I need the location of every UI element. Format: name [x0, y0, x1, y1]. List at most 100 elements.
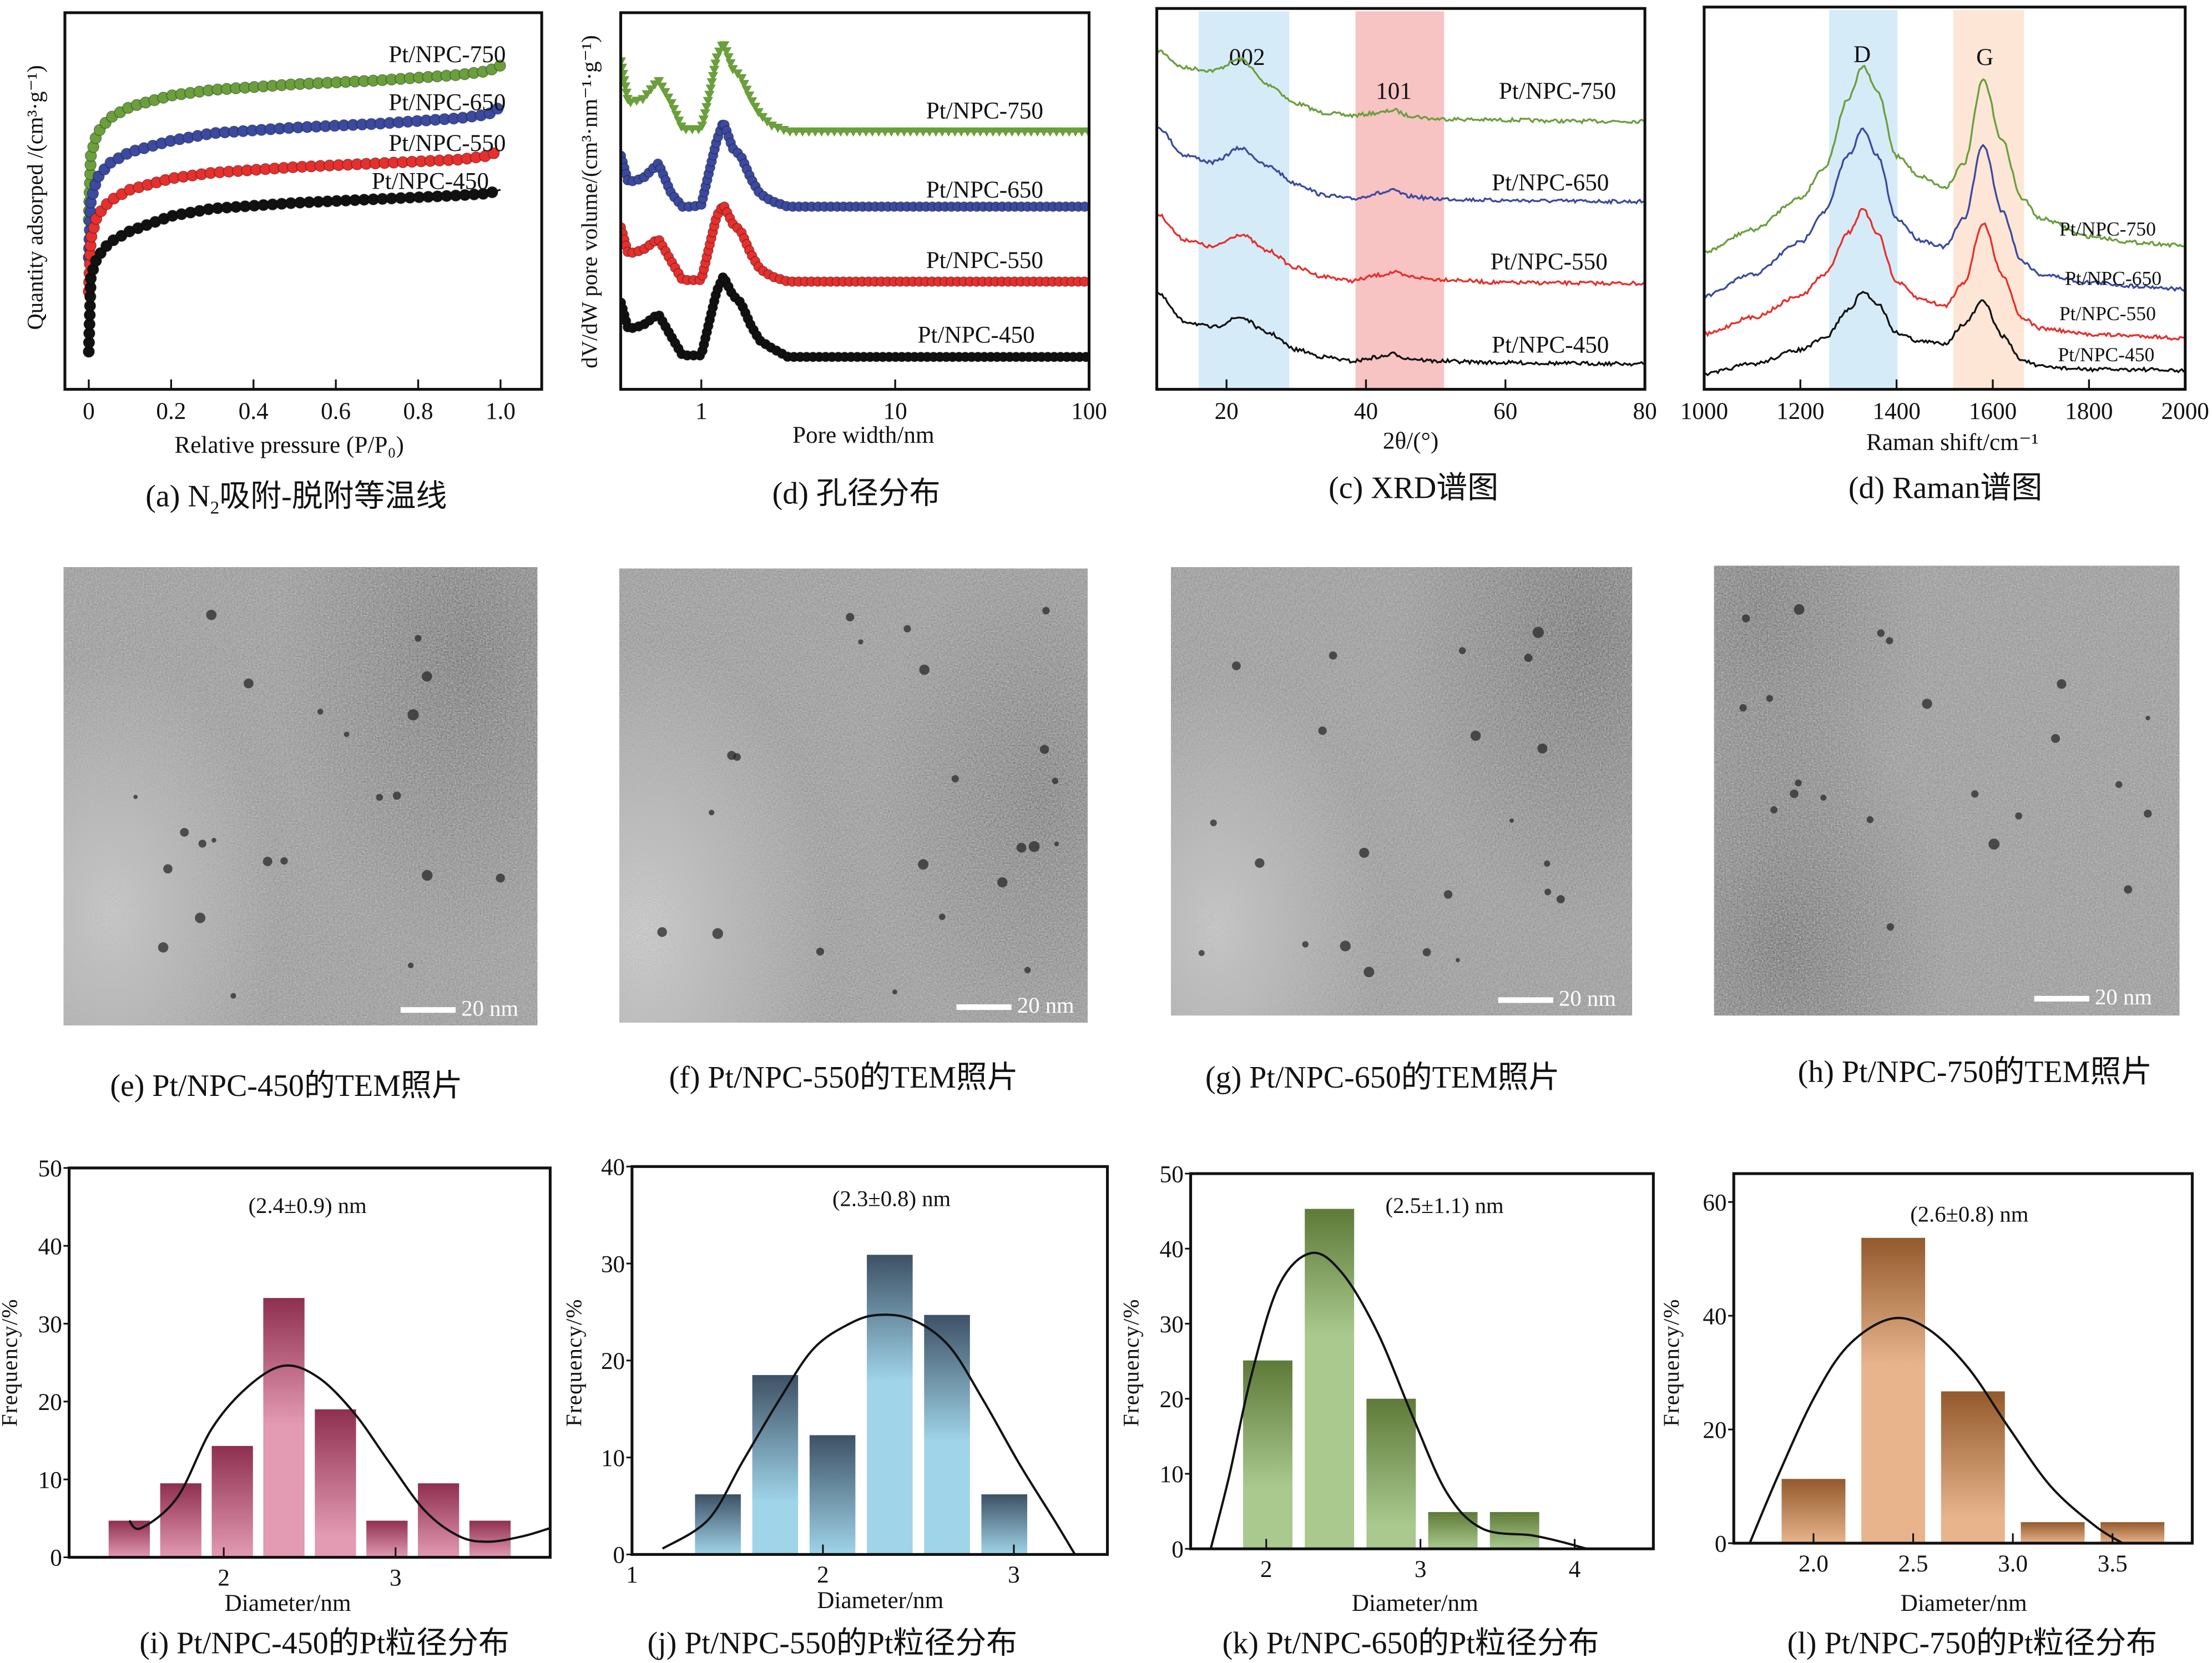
tem-grain [1714, 565, 2180, 1016]
x-tick-label: 40 [1354, 398, 1378, 424]
histogram-bar [1243, 1360, 1292, 1549]
pt-nanoparticle [195, 912, 206, 923]
x-tick-label: 2 [1260, 1556, 1272, 1583]
y-tick-label: 10 [1160, 1461, 1184, 1488]
series-label-Pt/NPC-650: Pt/NPC-650 [926, 176, 1043, 203]
pt-nanoparticle [1054, 841, 1059, 847]
histogram-bar [1489, 1512, 1539, 1549]
scalebar-label: 20 nm [1559, 987, 1616, 1012]
x-axis-label: Raman shift/cm⁻¹ [1866, 429, 2039, 456]
axes-frame [1732, 1172, 2194, 1545]
pt-nanoparticle [846, 613, 855, 621]
band-label-G: G [1976, 44, 1993, 70]
series-line-Pt/NPC-450 [1704, 291, 2185, 377]
pt-nanoparticle [1359, 847, 1370, 858]
x-tick-label: 2.5 [1898, 1550, 1928, 1577]
tem-micrograph [1714, 565, 2180, 1016]
tem-image-550 [619, 568, 1088, 1023]
series-label-Pt/NPC-650: Pt/NPC-650 [2065, 267, 2162, 290]
y-tick-label: 50 [38, 1155, 62, 1182]
x-tick-label: 1400 [1872, 398, 1920, 424]
pt-nanoparticle [858, 639, 863, 645]
y-tick-label: 50 [1160, 1161, 1184, 1187]
series-marker [785, 127, 795, 137]
axes-frame [63, 11, 543, 391]
series-marker [1019, 127, 1030, 137]
histogram-bar [1941, 1391, 2005, 1544]
chart-a: Pt/NPC-750 Pt/NPC-650 Pt/NPC-550 Pt/NPC-450… [22, 11, 543, 458]
chart-d: D G Pt/NPC-750 Pt/NPC-650 Pt/NPC-550 Pt/NPC-4… [1680, 6, 2209, 456]
series-marker [753, 108, 764, 118]
tem-micrograph [63, 567, 538, 1026]
series-marker [741, 85, 752, 95]
pt-nanoparticle [180, 828, 189, 837]
plot-area [661, 1255, 1076, 1555]
series-marker [797, 127, 808, 137]
pt-nanoparticle [1886, 923, 1895, 931]
series-marker [656, 82, 667, 92]
series-marker [494, 59, 506, 72]
pt-nanoparticle [1766, 695, 1773, 702]
scalebar-label: 20 nm [461, 997, 519, 1022]
tem-grain [619, 568, 1088, 1023]
pt-nanoparticle [2057, 679, 2067, 689]
pt-nanoparticle [1302, 941, 1309, 948]
y-tick-label: 0 [613, 1542, 625, 1569]
x-tick-label: 3.5 [2098, 1550, 2128, 1577]
pt-nanoparticle [1016, 842, 1027, 853]
series-label-Pt/NPC-450: Pt/NPC-450 [2058, 343, 2154, 366]
pt-nanoparticle [657, 927, 667, 937]
tem-micrograph [619, 568, 1088, 1023]
caption-g: (g) Pt/NPC-650的TEM照片 [1205, 1059, 1560, 1095]
series-label-Pt/NPC-550: Pt/NPC-550 [1491, 249, 1608, 275]
series-line-Pt/NPC-450 [1156, 292, 1645, 367]
series-marker [687, 125, 698, 135]
caption-f: (f) Pt/NPC-550的TEM照片 [669, 1059, 1018, 1095]
series-marker [1080, 351, 1089, 362]
caption-c: (c) XRD谱图 [1329, 469, 1499, 506]
pt-nanoparticle [2015, 812, 2022, 820]
series-label-Pt/NPC-550: Pt/NPC-550 [926, 247, 1043, 274]
series-label-Pt/NPC-750: Pt/NPC-750 [1499, 78, 1616, 104]
series-marker [725, 59, 736, 69]
gaussian-fit-curve [128, 1364, 551, 1543]
histogram-bar [1781, 1479, 1846, 1544]
x-tick-label: 10 [883, 398, 907, 424]
series-marker [676, 122, 686, 132]
y-tick-label: 30 [1160, 1311, 1184, 1338]
pt-nanoparticle [1971, 790, 1979, 798]
y-tick-label: 30 [601, 1251, 625, 1277]
pt-nanoparticle [1318, 726, 1327, 735]
pt-nanoparticle [1255, 858, 1265, 868]
plot-area [108, 1298, 551, 1558]
plot-area [1749, 1237, 2165, 1544]
histogram-bar [2100, 1522, 2165, 1544]
pt-nanoparticle [344, 731, 350, 737]
pt-nanoparticle [1363, 967, 1375, 978]
scalebar-label: 20 nm [2095, 985, 2152, 1010]
caption-d: (d) Raman谱图 [1848, 469, 2043, 506]
series-label-Pt/NPC-450: Pt/NPC-450 [1492, 332, 1609, 358]
histogram-bar [1428, 1512, 1478, 1549]
highlight-band-101 [1355, 11, 1445, 388]
pt-nanoparticle [163, 864, 173, 874]
x-tick-label: 3 [390, 1564, 402, 1591]
plot-area [620, 41, 1089, 362]
pt-nanoparticle [1039, 745, 1049, 754]
series-marker [750, 103, 761, 112]
series-label-Pt/NPC-450: Pt/NPC-450 [917, 322, 1034, 348]
series-line-Pt/NPC-750 [1156, 48, 1645, 125]
caption-i: (i) Pt/NPC-450的Pt粒径分布 [139, 1625, 509, 1661]
x-tick-label: 100 [1071, 398, 1107, 424]
series-marker [653, 77, 664, 87]
tem-micrograph [1170, 567, 1633, 1016]
series-marker [700, 109, 710, 119]
series-line-Pt/NPC-650 [1704, 127, 2185, 299]
series-marker [620, 82, 631, 92]
series-marker [642, 90, 652, 100]
series-marker [704, 90, 715, 100]
pt-nanoparticle [892, 989, 897, 995]
caption-h: (h) Pt/NPC-750的TEM照片 [1797, 1053, 2153, 1089]
